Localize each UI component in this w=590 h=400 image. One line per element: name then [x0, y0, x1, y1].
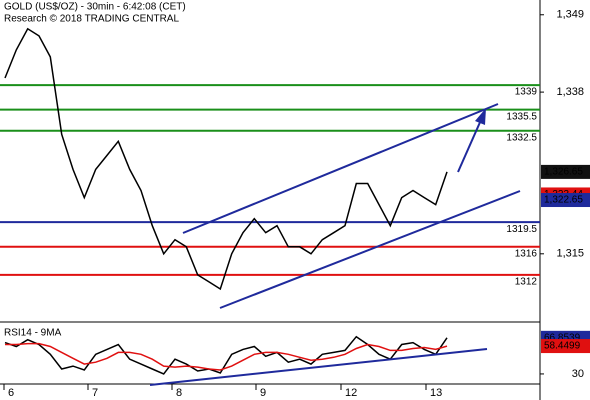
level-label: 1332.5	[506, 132, 537, 143]
x-tick-label: 13	[430, 387, 442, 399]
x-tick-label: 8	[176, 387, 182, 399]
rsi-title: RSI14 - 9MA	[4, 328, 62, 339]
y-tick-label: 1,338	[556, 86, 584, 98]
level-label: 1339	[515, 87, 538, 98]
level-label: 1316	[515, 248, 538, 259]
y-tick-label: 1,349	[556, 9, 584, 21]
rsi-marker	[541, 339, 590, 354]
price-marker-label: 1,326.65	[544, 167, 583, 178]
channel-upper	[182, 103, 499, 234]
price-marker	[541, 193, 590, 208]
x-tick-label: 7	[92, 387, 98, 399]
level-label: 1335.5	[506, 111, 537, 122]
rsi-marker-label: 58.4499	[544, 341, 581, 352]
x-tick-label: 6	[8, 387, 14, 399]
chart-title: GOLD (US$/OZ) - 30min - 6:42:08 (CET)	[4, 2, 186, 13]
level-label: 1312	[515, 277, 538, 288]
price-line	[4, 27, 448, 291]
price-line	[5, 342, 448, 371]
x-tick-label: 12	[345, 387, 357, 399]
plot	[0, 27, 540, 375]
y2-tick-label: 30	[572, 368, 584, 380]
arrow-head	[475, 108, 486, 125]
arrow	[457, 119, 482, 173]
y-tick-label: 1,315	[556, 248, 584, 260]
rsi-trendline	[149, 348, 488, 386]
x-tick-label: 9	[260, 387, 266, 399]
chart-subtitle: Research © 2018 TRADING CENTRAL	[4, 14, 179, 25]
price-line	[4, 335, 448, 375]
channel-lower	[219, 190, 521, 309]
price-marker	[541, 164, 590, 179]
rsi-marker-label: 66.8539	[544, 332, 581, 343]
price-marker-label: 1,322.65	[544, 195, 583, 206]
level-label: 1319.5	[506, 224, 537, 235]
